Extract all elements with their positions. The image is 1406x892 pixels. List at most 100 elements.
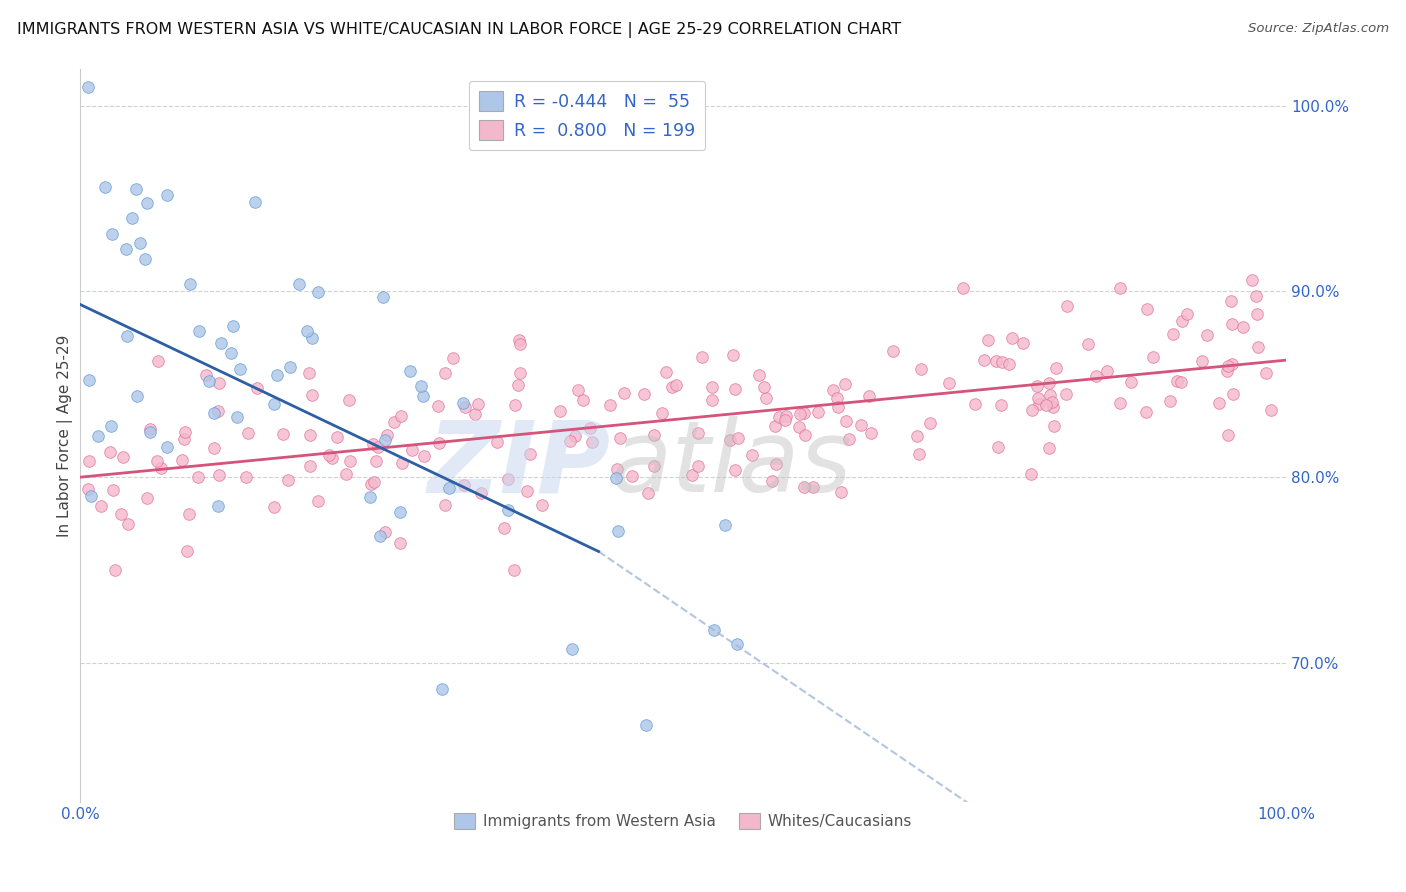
Point [266, 368, 288, 382]
Point [359, 490, 381, 504]
Point [288, 277, 311, 291]
Text: ZIP: ZIP [427, 417, 610, 513]
Point [263, 397, 285, 411]
Point [222, 318, 245, 333]
Point [426, 399, 449, 413]
Point [1135, 405, 1157, 419]
Point [188, 324, 211, 338]
Point [112, 450, 135, 464]
Point [146, 454, 169, 468]
Point [1109, 281, 1132, 295]
Point [136, 196, 159, 211]
Point [761, 474, 783, 488]
Point [156, 440, 179, 454]
Point [986, 440, 1008, 454]
Point [1159, 394, 1181, 409]
Point [1001, 331, 1024, 345]
Point [1025, 378, 1047, 392]
Point [1042, 401, 1064, 415]
Point [208, 467, 231, 482]
Point [609, 431, 631, 445]
Point [297, 324, 319, 338]
Point [94, 179, 117, 194]
Point [721, 348, 744, 362]
Point [506, 377, 529, 392]
Point [725, 637, 748, 651]
Point [918, 416, 941, 430]
Point [135, 491, 157, 506]
Point [229, 361, 252, 376]
Point [973, 352, 995, 367]
Point [849, 418, 872, 433]
Point [1039, 388, 1062, 402]
Point [173, 432, 195, 446]
Point [908, 447, 931, 461]
Point [793, 406, 815, 420]
Point [1021, 402, 1043, 417]
Point [634, 718, 657, 732]
Point [727, 430, 749, 444]
Point [453, 478, 475, 492]
Point [1232, 320, 1254, 334]
Point [1240, 273, 1263, 287]
Point [299, 458, 322, 473]
Point [643, 459, 665, 474]
Point [339, 453, 361, 467]
Point [110, 507, 132, 521]
Point [1038, 441, 1060, 455]
Point [225, 410, 247, 425]
Point [1256, 367, 1278, 381]
Point [1220, 357, 1243, 371]
Point [263, 500, 285, 515]
Point [775, 409, 797, 423]
Point [637, 486, 659, 500]
Point [1216, 428, 1239, 442]
Point [207, 499, 229, 513]
Point [747, 368, 769, 382]
Point [170, 453, 193, 467]
Point [432, 681, 454, 696]
Point [768, 409, 790, 424]
Point [134, 252, 156, 266]
Point [278, 360, 301, 375]
Point [661, 380, 683, 394]
Point [860, 425, 883, 440]
Point [834, 376, 856, 391]
Point [77, 80, 100, 95]
Point [665, 378, 688, 392]
Point [567, 384, 589, 398]
Point [150, 460, 173, 475]
Point [371, 290, 394, 304]
Point [754, 380, 776, 394]
Point [374, 433, 396, 447]
Point [115, 242, 138, 256]
Point [1142, 350, 1164, 364]
Point [1028, 397, 1050, 411]
Point [581, 435, 603, 450]
Point [984, 354, 1007, 368]
Point [77, 482, 100, 496]
Point [882, 343, 904, 358]
Point [318, 448, 340, 462]
Point [655, 364, 678, 378]
Point [651, 406, 673, 420]
Point [548, 403, 571, 417]
Point [382, 416, 405, 430]
Point [681, 467, 703, 482]
Point [121, 211, 143, 226]
Text: Source: ZipAtlas.com: Source: ZipAtlas.com [1249, 22, 1389, 36]
Point [1166, 374, 1188, 388]
Point [388, 505, 411, 519]
Point [1171, 313, 1194, 327]
Point [910, 361, 932, 376]
Point [335, 467, 357, 482]
Point [1260, 403, 1282, 417]
Point [763, 418, 786, 433]
Point [413, 449, 436, 463]
Point [503, 398, 526, 412]
Point [700, 380, 723, 394]
Point [202, 406, 225, 420]
Point [835, 414, 858, 428]
Point [702, 393, 724, 408]
Point [298, 366, 321, 380]
